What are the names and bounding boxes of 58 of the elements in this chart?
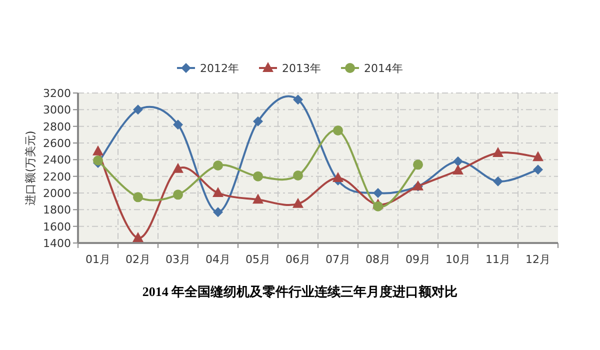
point [293,170,303,180]
point [333,126,343,136]
x-tick-label: 03月 [166,253,190,266]
point [132,232,144,242]
x-tick-label: 09月 [406,253,430,266]
point [213,160,223,170]
x-tick-label: 01月 [86,253,110,266]
point [252,194,264,204]
y-tick-label: 3200 [43,87,71,100]
point [133,104,143,115]
x-tick-label: 08月 [366,253,390,266]
point [453,156,463,166]
text: 2014 年全国缝纫机及零件行业连续三年月度进口额对比 [142,284,458,299]
point [133,192,143,202]
point [293,94,303,105]
legend-item: 2014年 [341,62,403,75]
point [213,207,223,218]
legend-item: 2013年 [259,62,321,75]
legend-item: 2012年 [177,62,239,75]
x-tick-label: 02月 [126,253,150,266]
point [532,151,544,162]
x-tick-label: 06月 [286,253,310,266]
point [533,164,543,175]
point [332,172,344,182]
point [492,147,504,157]
y-tick-label: 2800 [43,120,71,134]
point [92,145,104,156]
point [93,156,103,166]
x-tick-label: 12月 [526,253,550,266]
point [173,190,183,200]
point [253,116,263,126]
legend-label: 2012年 [200,62,239,75]
point [493,176,503,186]
legend-label: 2013年 [282,62,321,75]
y-tick-label: 2600 [43,137,71,150]
x-tick-label: 10月 [446,253,470,266]
point [373,201,383,212]
y-tick-label: 2000 [43,187,71,200]
y-tick-label: 3000 [43,104,71,117]
point [452,164,464,174]
y-tick-label: 1400 [43,237,71,250]
point [373,188,383,198]
y-tick-label: 2400 [43,154,71,167]
point [292,198,304,208]
point [172,162,184,173]
point [212,187,224,197]
point [173,120,183,130]
x-tick-label: 11月 [486,253,510,266]
y-tick-label: 1800 [43,204,71,217]
point [413,160,423,170]
legend-label: 2014年 [364,62,403,75]
y-axis-title: 进口额(万美元) [24,130,37,206]
y-tick-label: 2200 [43,170,71,184]
point [253,171,263,182]
x-tick-label: 05月 [246,253,270,266]
y-tick-label: 1600 [43,220,71,234]
x-tick-label: 07月 [326,253,350,266]
x-tick-label: 04月 [206,253,230,266]
